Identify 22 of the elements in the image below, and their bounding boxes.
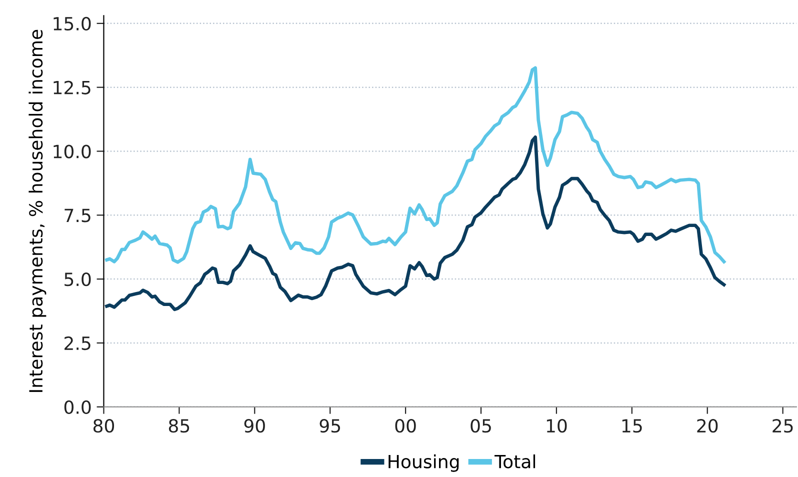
- x-tick-label: 25: [772, 419, 793, 433]
- legend-label: Total: [494, 454, 536, 468]
- line-series: [105, 66, 726, 264]
- x-tick-label: 00: [395, 419, 416, 433]
- y-tick-label: 5.0: [64, 272, 91, 286]
- y-tick-label: 0.0: [64, 400, 91, 414]
- y-tick-label: 12.5: [54, 80, 90, 94]
- x-tick-label: 20: [697, 419, 718, 433]
- y-tick-label: 7.5: [64, 208, 90, 222]
- y-tick-label: 10.0: [54, 144, 91, 158]
- x-tick-label: 80: [93, 419, 114, 433]
- y-axis-title: Interest payments, % household income: [28, 30, 46, 392]
- x-tick-label: 05: [470, 419, 491, 433]
- x-tick-label: 85: [168, 419, 190, 433]
- x-tick-label: 10: [546, 419, 567, 433]
- legend-label: Housing: [388, 454, 459, 472]
- x-tick-label: 90: [244, 419, 265, 433]
- y-tick-label: 2.5: [64, 336, 90, 350]
- line-series: [105, 136, 726, 312]
- y-tick-label: 15.0: [54, 16, 91, 31]
- x-tick-label: 95: [320, 419, 340, 433]
- x-tick-label: 15: [622, 419, 642, 433]
